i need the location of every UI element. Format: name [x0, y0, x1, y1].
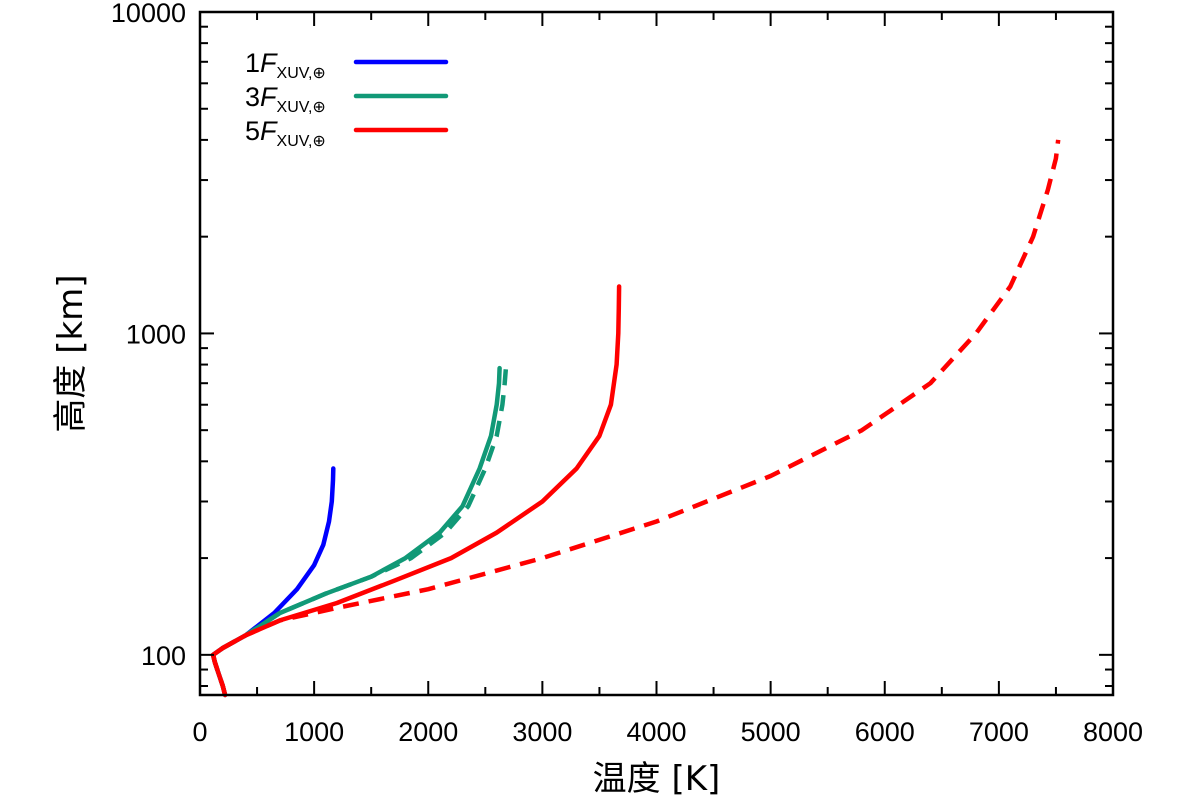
series-line-0 [210, 466, 336, 698]
legend-subscript: XUV,⊕ [277, 65, 326, 82]
legend-number: 3 [245, 82, 260, 112]
x-tick-label: 5000 [741, 717, 801, 747]
legend-subscript: XUV,⊕ [277, 133, 326, 150]
series-lines [210, 139, 1061, 698]
legend-entry-label: 3FXUV,⊕ [245, 82, 326, 116]
axis-ticks [199, 11, 1114, 695]
legend-symbol: F [260, 82, 278, 112]
y-tick-label: 100 [141, 641, 186, 671]
x-tick-label: 3000 [512, 717, 572, 747]
legend-number: 1 [245, 48, 260, 78]
tick-labels: 0 1000 2000 3000 4000 5000 6000 7000 8000 100 1000… [111, 0, 1143, 747]
legend-number: 5 [245, 116, 260, 146]
x-tick-label: 4000 [626, 717, 686, 747]
legend-symbol: F [260, 48, 278, 78]
y-tick-label: 10000 [111, 0, 186, 28]
series-line-2 [210, 367, 509, 696]
x-axis-label: 温度 [K] [593, 759, 721, 799]
legend-subscript: XUV,⊕ [277, 99, 326, 116]
series-line-1 [210, 365, 502, 698]
series-line-3 [210, 284, 622, 698]
x-tick-label: 6000 [855, 717, 915, 747]
x-tick-label: 2000 [398, 717, 458, 747]
y-axis-label: 高度 [km] [51, 274, 91, 432]
plot-frame [198, 10, 1115, 697]
x-tick-label: 1000 [284, 717, 344, 747]
legend-entry-label: 5FXUV,⊕ [245, 116, 326, 150]
x-tick-label: 7000 [969, 717, 1029, 747]
legend: 1FXUV,⊕3FXUV,⊕5FXUV,⊕ [245, 48, 449, 150]
series-line-4 [210, 139, 1061, 696]
legend-symbol: F [260, 116, 278, 146]
x-tick-label: 8000 [1083, 717, 1143, 747]
x-tick-label: 0 [192, 717, 207, 747]
y-tick-label: 1000 [126, 319, 186, 349]
legend-entry-label: 1FXUV,⊕ [245, 48, 326, 82]
